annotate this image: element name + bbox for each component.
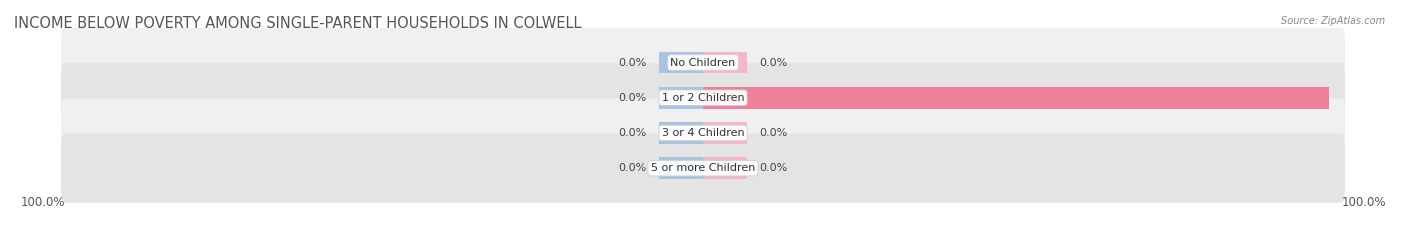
Text: 100.0%: 100.0%	[20, 196, 65, 209]
Bar	[703, 157, 747, 179]
Text: 1 or 2 Children: 1 or 2 Children	[662, 93, 744, 103]
FancyBboxPatch shape	[60, 98, 1346, 168]
Bar	[703, 87, 1329, 109]
Text: No Children: No Children	[671, 58, 735, 68]
Text: 0.0%: 0.0%	[619, 58, 647, 68]
Text: Source: ZipAtlas.com: Source: ZipAtlas.com	[1281, 16, 1385, 26]
Text: 0.0%: 0.0%	[619, 163, 647, 173]
Bar	[703, 51, 747, 73]
Text: 100.0%: 100.0%	[1341, 93, 1384, 103]
Text: 0.0%: 0.0%	[759, 58, 787, 68]
FancyBboxPatch shape	[60, 63, 1346, 132]
Text: 0.0%: 0.0%	[759, 128, 787, 138]
Bar	[659, 157, 703, 179]
Text: 3 or 4 Children: 3 or 4 Children	[662, 128, 744, 138]
FancyBboxPatch shape	[60, 28, 1346, 97]
Text: INCOME BELOW POVERTY AMONG SINGLE-PARENT HOUSEHOLDS IN COLWELL: INCOME BELOW POVERTY AMONG SINGLE-PARENT…	[14, 17, 582, 31]
Text: 0.0%: 0.0%	[619, 93, 647, 103]
Text: 0.0%: 0.0%	[759, 163, 787, 173]
Bar	[659, 51, 703, 73]
FancyBboxPatch shape	[60, 134, 1346, 203]
Bar	[659, 122, 703, 144]
Bar	[659, 87, 703, 109]
Bar	[703, 122, 747, 144]
Text: 5 or more Children: 5 or more Children	[651, 163, 755, 173]
Text: 0.0%: 0.0%	[619, 128, 647, 138]
Text: 100.0%: 100.0%	[1341, 196, 1386, 209]
